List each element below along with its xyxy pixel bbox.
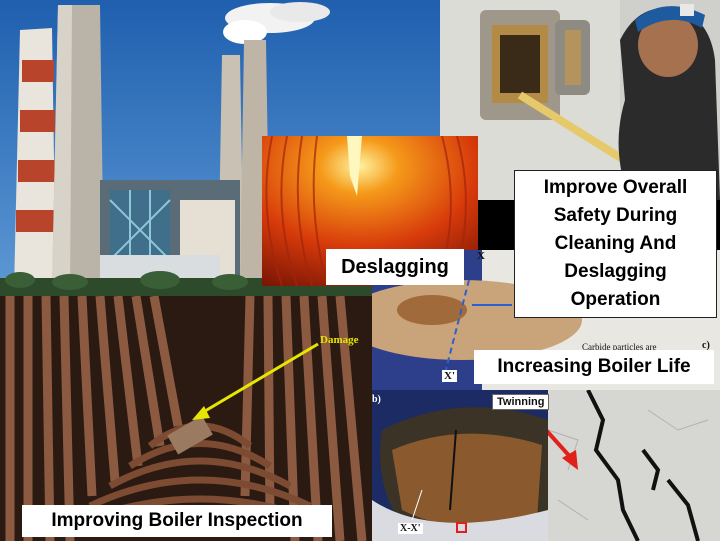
safety-label: Improve Overall Safety During Cleaning A… bbox=[514, 170, 717, 318]
crack-micrograph bbox=[548, 390, 720, 541]
boiler-life-text: Increasing Boiler Life bbox=[497, 356, 691, 377]
x-mark: X bbox=[477, 250, 485, 262]
inspection-text: Improving Boiler Inspection bbox=[51, 510, 303, 531]
inspection-label: Improving Boiler Inspection bbox=[22, 505, 332, 537]
panel-c-annotation: c) bbox=[702, 340, 710, 351]
cross-section-illustration bbox=[372, 390, 548, 541]
damage-annotation: Damage bbox=[320, 334, 359, 346]
twinning-annotation: Twinning bbox=[492, 394, 550, 410]
x-x-prime-annotation: X-X' bbox=[398, 523, 423, 534]
boiler-life-label: Increasing Boiler Life bbox=[474, 350, 714, 384]
worker-illustration bbox=[440, 0, 720, 200]
boiler-tubes-photo: Damage bbox=[0, 296, 372, 541]
cross-section-photo: b) X-X' bbox=[372, 390, 548, 541]
crack-illustration bbox=[548, 390, 720, 541]
safety-line-4: Deslagging bbox=[564, 261, 667, 282]
boiler-tubes-illustration bbox=[0, 296, 372, 541]
panel-b-annotation: b) bbox=[372, 394, 381, 405]
deslagging-text: Deslagging bbox=[341, 255, 449, 278]
safety-line-3: Cleaning And bbox=[554, 233, 677, 254]
deslagging-label: Deslagging bbox=[326, 249, 464, 285]
safety-line-1: Improve Overall bbox=[543, 177, 688, 198]
x-prime-annotation: X' bbox=[442, 370, 457, 382]
safety-line-5: Operation bbox=[570, 289, 661, 310]
safety-line-2: Safety During bbox=[553, 205, 678, 226]
worker-photo bbox=[440, 0, 720, 200]
carbide-annotation: Carbide particles are bbox=[582, 342, 657, 352]
